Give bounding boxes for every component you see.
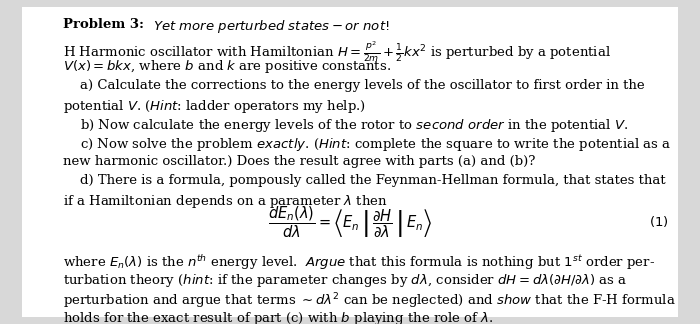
Text: perturbation and argue that terms $\sim d\lambda^2$ can be neglected) and $\math: perturbation and argue that terms $\sim … [63, 291, 676, 310]
Text: potential $V$. ($\mathit{Hint}$: ladder operators my help.): potential $V$. ($\mathit{Hint}$: ladder … [63, 98, 366, 115]
Text: where $E_n(\lambda)$ is the $n^{th}$ energy level.  $\mathit{Argue}$ that this f: where $E_n(\lambda)$ is the $n^{th}$ ene… [63, 253, 655, 272]
FancyBboxPatch shape [22, 7, 678, 317]
Text: $\dfrac{dE_n(\lambda)}{d\lambda} = \left\langle E_n \,\middle|\, \dfrac{\partial: $\dfrac{dE_n(\lambda)}{d\lambda} = \left… [268, 204, 432, 240]
Text: a) Calculate the corrections to the energy levels of the oscillator to first ord: a) Calculate the corrections to the ener… [80, 79, 645, 92]
Text: $V(x) = bkx$, where $b$ and $k$ are positive constants.: $V(x) = bkx$, where $b$ and $k$ are posi… [63, 58, 391, 75]
Text: holds for the exact result of part (c) with $b$ playing the role of $\lambda$.: holds for the exact result of part (c) w… [63, 310, 494, 324]
Text: turbation theory ($\mathit{hint}$: if the parameter changes by $d\lambda$, consi: turbation theory ($\mathit{hint}$: if th… [63, 272, 627, 289]
Text: Problem 3:: Problem 3: [63, 18, 144, 31]
Text: c) Now solve the problem $\mathit{exactly}$. ($\mathit{Hint}$: complete the squa: c) Now solve the problem $\mathit{exactl… [80, 136, 672, 153]
Text: H Harmonic oscillator with Hamiltonian $H = \frac{p^2}{2m} + \frac{1}{2}kx^2$ is: H Harmonic oscillator with Hamiltonian $… [63, 40, 611, 64]
Text: $(1)$: $(1)$ [649, 214, 668, 229]
Text: b) Now calculate the energy levels of the rotor to $\mathit{second\ order}$ in t: b) Now calculate the energy levels of th… [80, 117, 629, 134]
Text: if a Hamiltonian depends on a parameter $\lambda$ then: if a Hamiltonian depends on a parameter … [63, 193, 388, 210]
Text: d) There is a formula, pompously called the Feynman-Hellman formula, that states: d) There is a formula, pompously called … [80, 174, 666, 187]
Text: new harmonic oscillator.) Does the result agree with parts (a) and (b)?: new harmonic oscillator.) Does the resul… [63, 155, 536, 168]
Text: $\mathit{Yet\ more\ perturbed\ states} - \mathit{or\ not!}$: $\mathit{Yet\ more\ perturbed\ states} -… [153, 18, 389, 35]
